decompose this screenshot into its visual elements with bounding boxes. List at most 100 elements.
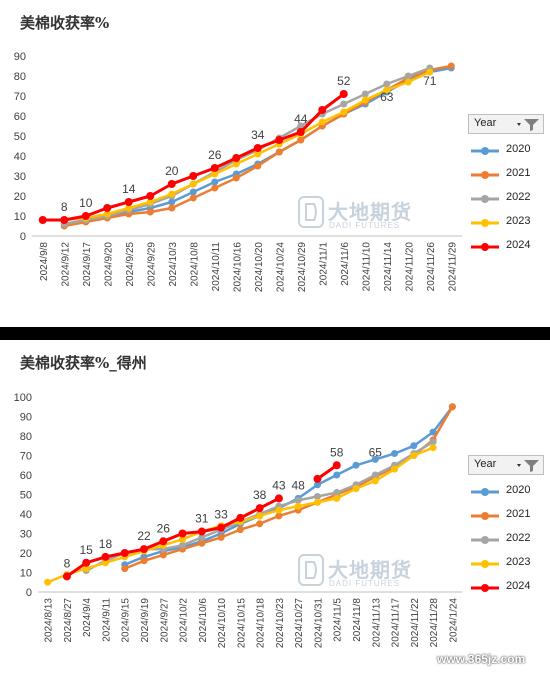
x-tick-label: 2024/9/27 bbox=[159, 598, 170, 643]
data-point-2024 bbox=[332, 461, 341, 470]
data-point-2024 bbox=[232, 154, 241, 162]
chart-1-title: 美棉收获率% bbox=[20, 14, 110, 32]
legend-swatch bbox=[471, 243, 499, 251]
x-tick-label: 2024/8/27 bbox=[63, 598, 74, 643]
data-point-2023 bbox=[429, 444, 437, 452]
data-point-2022 bbox=[297, 122, 305, 130]
data-point-2024 bbox=[313, 474, 322, 483]
filter-icon[interactable] bbox=[516, 458, 540, 473]
x-tick-label: 2024/9/25 bbox=[125, 242, 136, 287]
data-point-2021 bbox=[448, 403, 456, 411]
data-point-2024 bbox=[274, 494, 283, 503]
legend-filter-header[interactable]: Year bbox=[468, 455, 544, 475]
data-point-2024 bbox=[217, 523, 226, 532]
data-point-2020 bbox=[352, 461, 360, 469]
data-point-2024 bbox=[253, 144, 262, 152]
data-point-2024 bbox=[60, 216, 69, 224]
x-tick-label: 2024/9/12 bbox=[60, 242, 71, 287]
series-2024 bbox=[62, 461, 341, 581]
data-label: 26 bbox=[208, 148, 222, 162]
data-point-2023 bbox=[189, 180, 197, 188]
x-tick-label: 2024/11/10 bbox=[361, 242, 372, 292]
y-tick-label: 70 bbox=[20, 451, 32, 463]
data-point-2023 bbox=[352, 485, 360, 493]
chart-1-svg: 0 10 20 30 40 50 60 70 80 90 2024/9/8 2024/9/12 2024… bbox=[14, 51, 462, 292]
data-point-2021 bbox=[168, 204, 176, 212]
legend-swatch bbox=[471, 560, 499, 568]
data-point-2023 bbox=[318, 118, 326, 126]
y-tick-label: 50 bbox=[20, 490, 32, 502]
data-point-2020 bbox=[410, 442, 418, 450]
data-point-2022 bbox=[294, 496, 302, 504]
legend-1: Year 2020 2021 2022 2023 2024 bbox=[468, 114, 544, 260]
data-point-2024 bbox=[275, 136, 284, 144]
legend-item-2022: 2022 bbox=[468, 529, 544, 553]
data-point-2024 bbox=[318, 106, 327, 114]
data-point-2024 bbox=[146, 192, 155, 200]
data-label: 10 bbox=[79, 196, 93, 210]
data-point-2024 bbox=[296, 128, 305, 136]
legend-swatch bbox=[471, 171, 499, 179]
y-tick-label: 40 bbox=[20, 509, 32, 521]
x-tick-label: 2024/9/17 bbox=[82, 242, 93, 287]
data-point-2021 bbox=[275, 148, 283, 156]
x-tick-label: 2024/10/29 bbox=[297, 242, 308, 292]
x-tick-label: 2024/11/20 bbox=[404, 242, 415, 292]
legend-item-2023: 2023 bbox=[468, 553, 544, 577]
filter-icon[interactable] bbox=[516, 117, 540, 132]
x-tick-label: 2024/1/24 bbox=[448, 598, 459, 643]
x-tick-label: 2024/11/29 bbox=[447, 242, 458, 292]
legend-header-label: Year bbox=[474, 117, 497, 129]
data-point-2021 bbox=[121, 565, 129, 573]
x-tick-label: 2024/11/8 bbox=[352, 598, 363, 642]
data-point-2022 bbox=[361, 90, 369, 98]
data-point-2020 bbox=[391, 450, 399, 458]
data-point-2021 bbox=[146, 208, 154, 216]
data-point-2024 bbox=[120, 549, 129, 557]
data-point-2023 bbox=[44, 578, 52, 586]
data-label: 52 bbox=[337, 74, 351, 88]
legend-label: 2024 bbox=[506, 580, 531, 592]
data-point-2023 bbox=[391, 465, 399, 473]
x-tick-label: 2024/9/29 bbox=[146, 242, 157, 287]
data-point-2024 bbox=[101, 552, 110, 561]
legend-swatch bbox=[471, 584, 499, 592]
watermark-cn: 大地期货 bbox=[328, 558, 412, 582]
legend-filter-header[interactable]: Year bbox=[468, 114, 544, 134]
data-point-2021 bbox=[159, 551, 167, 559]
legend-header-label: Year bbox=[474, 458, 497, 470]
series-line-2022 bbox=[63, 66, 432, 226]
y-tick-label: 90 bbox=[20, 412, 32, 424]
data-point-2021 bbox=[140, 557, 148, 565]
x-tick-label: 2024/10/16 bbox=[232, 242, 243, 292]
data-point-2020 bbox=[168, 198, 176, 206]
y-tick-label: 50 bbox=[14, 131, 26, 143]
legend-item-2021: 2021 bbox=[468, 505, 544, 529]
x-tick-label: 2024/9/4 bbox=[82, 598, 93, 637]
x-tick-label: 2024/10/2 bbox=[179, 598, 190, 643]
data-point-2024 bbox=[339, 90, 348, 98]
x-tick-label: 2024/10/23 bbox=[275, 598, 286, 648]
x-tick-label: 2024/10/6 bbox=[198, 598, 209, 643]
data-point-2021 bbox=[447, 62, 455, 70]
data-point-2023 bbox=[333, 494, 341, 502]
data-label: 14 bbox=[122, 182, 136, 196]
data-point-2023 bbox=[275, 506, 283, 514]
data-point-2021 bbox=[232, 174, 240, 182]
data-point-2024 bbox=[210, 164, 219, 172]
y-tick-label: 80 bbox=[14, 71, 26, 83]
legend-item-2020: 2020 bbox=[468, 140, 544, 164]
data-point-2024 bbox=[178, 529, 187, 538]
data-point-2022 bbox=[313, 492, 321, 500]
data-point-2023 bbox=[101, 559, 109, 567]
legend-2: Year 2020 2021 2022 2023 2024 bbox=[468, 455, 544, 601]
data-point-2020 bbox=[211, 178, 219, 186]
data-point-2024 bbox=[167, 180, 176, 188]
x-tick-label: 2024/9/19 bbox=[140, 598, 151, 643]
data-point-2020 bbox=[333, 471, 341, 479]
y-tick-label: 20 bbox=[20, 548, 32, 560]
data-point-2024 bbox=[159, 537, 168, 546]
data-point-2023 bbox=[103, 210, 111, 218]
data-label: 33 bbox=[214, 508, 228, 522]
x-tick-label: 2024/9/11 bbox=[101, 598, 112, 642]
